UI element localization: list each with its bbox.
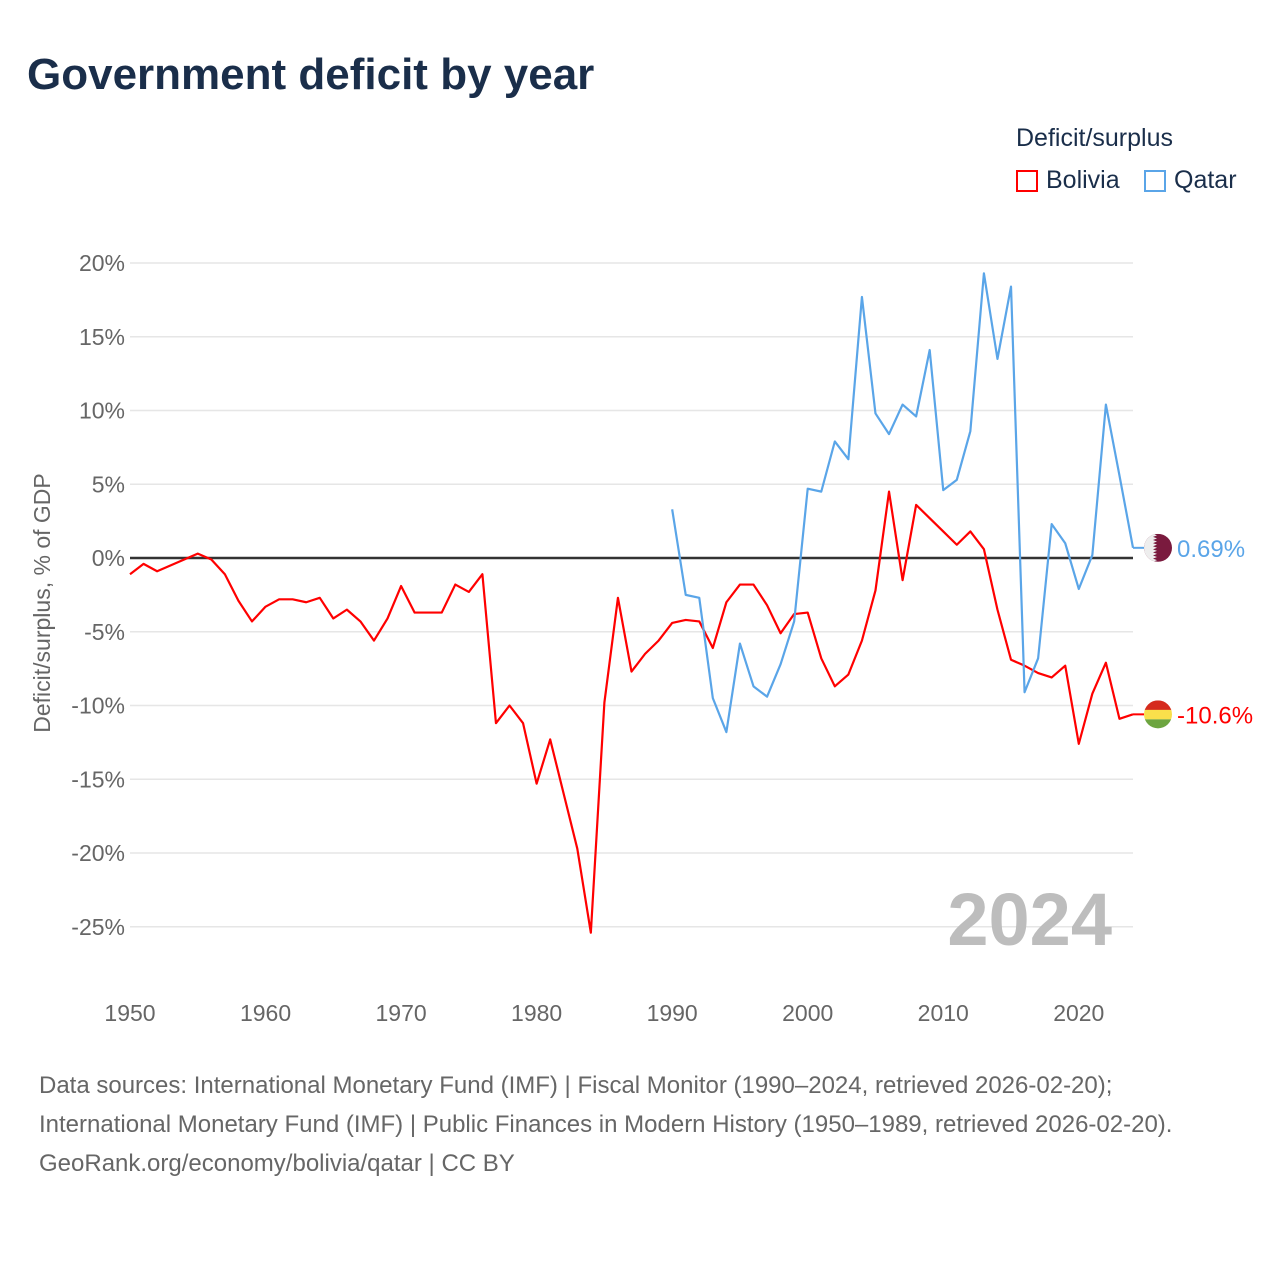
legend-item-bolivia[interactable]: Bolivia bbox=[1016, 166, 1120, 195]
footer: Data sources: International Monetary Fun… bbox=[39, 1066, 1239, 1183]
bolivia-flag-icon bbox=[1144, 700, 1172, 729]
page-title: Government deficit by year bbox=[27, 50, 595, 99]
x-tick-label: 1990 bbox=[647, 1000, 698, 1026]
year-watermark: 2024 bbox=[947, 878, 1112, 961]
x-tick-label: 1970 bbox=[375, 1000, 426, 1026]
y-tick-label: 10% bbox=[79, 398, 125, 424]
x-tick-label: 2020 bbox=[1053, 1000, 1104, 1026]
credit-link[interactable]: GeoRank.org/economy/bolivia/qatar | CC B… bbox=[39, 1150, 515, 1177]
x-tick-label: 2010 bbox=[918, 1000, 969, 1026]
legend-label: Bolivia bbox=[1046, 166, 1120, 194]
legend-swatch-qatar bbox=[1144, 169, 1166, 192]
series-line-qatar[interactable] bbox=[671, 272, 1135, 734]
y-tick-label: 15% bbox=[79, 324, 125, 350]
x-tick-label: 1960 bbox=[240, 1000, 291, 1026]
y-tick-label: 5% bbox=[92, 471, 125, 497]
y-tick-label: -5% bbox=[84, 619, 125, 645]
x-tick-label: 2000 bbox=[782, 1000, 833, 1026]
legend-swatch-bolivia bbox=[1016, 169, 1038, 192]
series-line-bolivia[interactable] bbox=[129, 490, 1134, 934]
y-tick-label: -10% bbox=[71, 693, 125, 719]
legend-title: Deficit/surplus bbox=[1016, 124, 1173, 152]
x-tick-label: 1980 bbox=[511, 1000, 562, 1026]
y-axis-title: Deficit/surplus, % of GDP bbox=[29, 473, 55, 732]
legend-item-qatar[interactable]: Qatar bbox=[1144, 166, 1237, 195]
end-value-label: -10.6% bbox=[1177, 702, 1253, 729]
y-tick-label: 20% bbox=[79, 250, 125, 276]
legend-label: Qatar bbox=[1174, 166, 1237, 194]
x-tick-label: 1950 bbox=[104, 1000, 155, 1026]
y-tick-label: -20% bbox=[71, 840, 125, 866]
data-sources: Data sources: International Monetary Fun… bbox=[39, 1072, 1173, 1138]
y-tick-label: -25% bbox=[71, 914, 125, 940]
y-tick-label: -15% bbox=[71, 766, 125, 792]
y-tick-label: 0% bbox=[92, 545, 125, 571]
end-value-label: 0.69% bbox=[1177, 536, 1245, 563]
qatar-flag-icon bbox=[1144, 533, 1172, 562]
